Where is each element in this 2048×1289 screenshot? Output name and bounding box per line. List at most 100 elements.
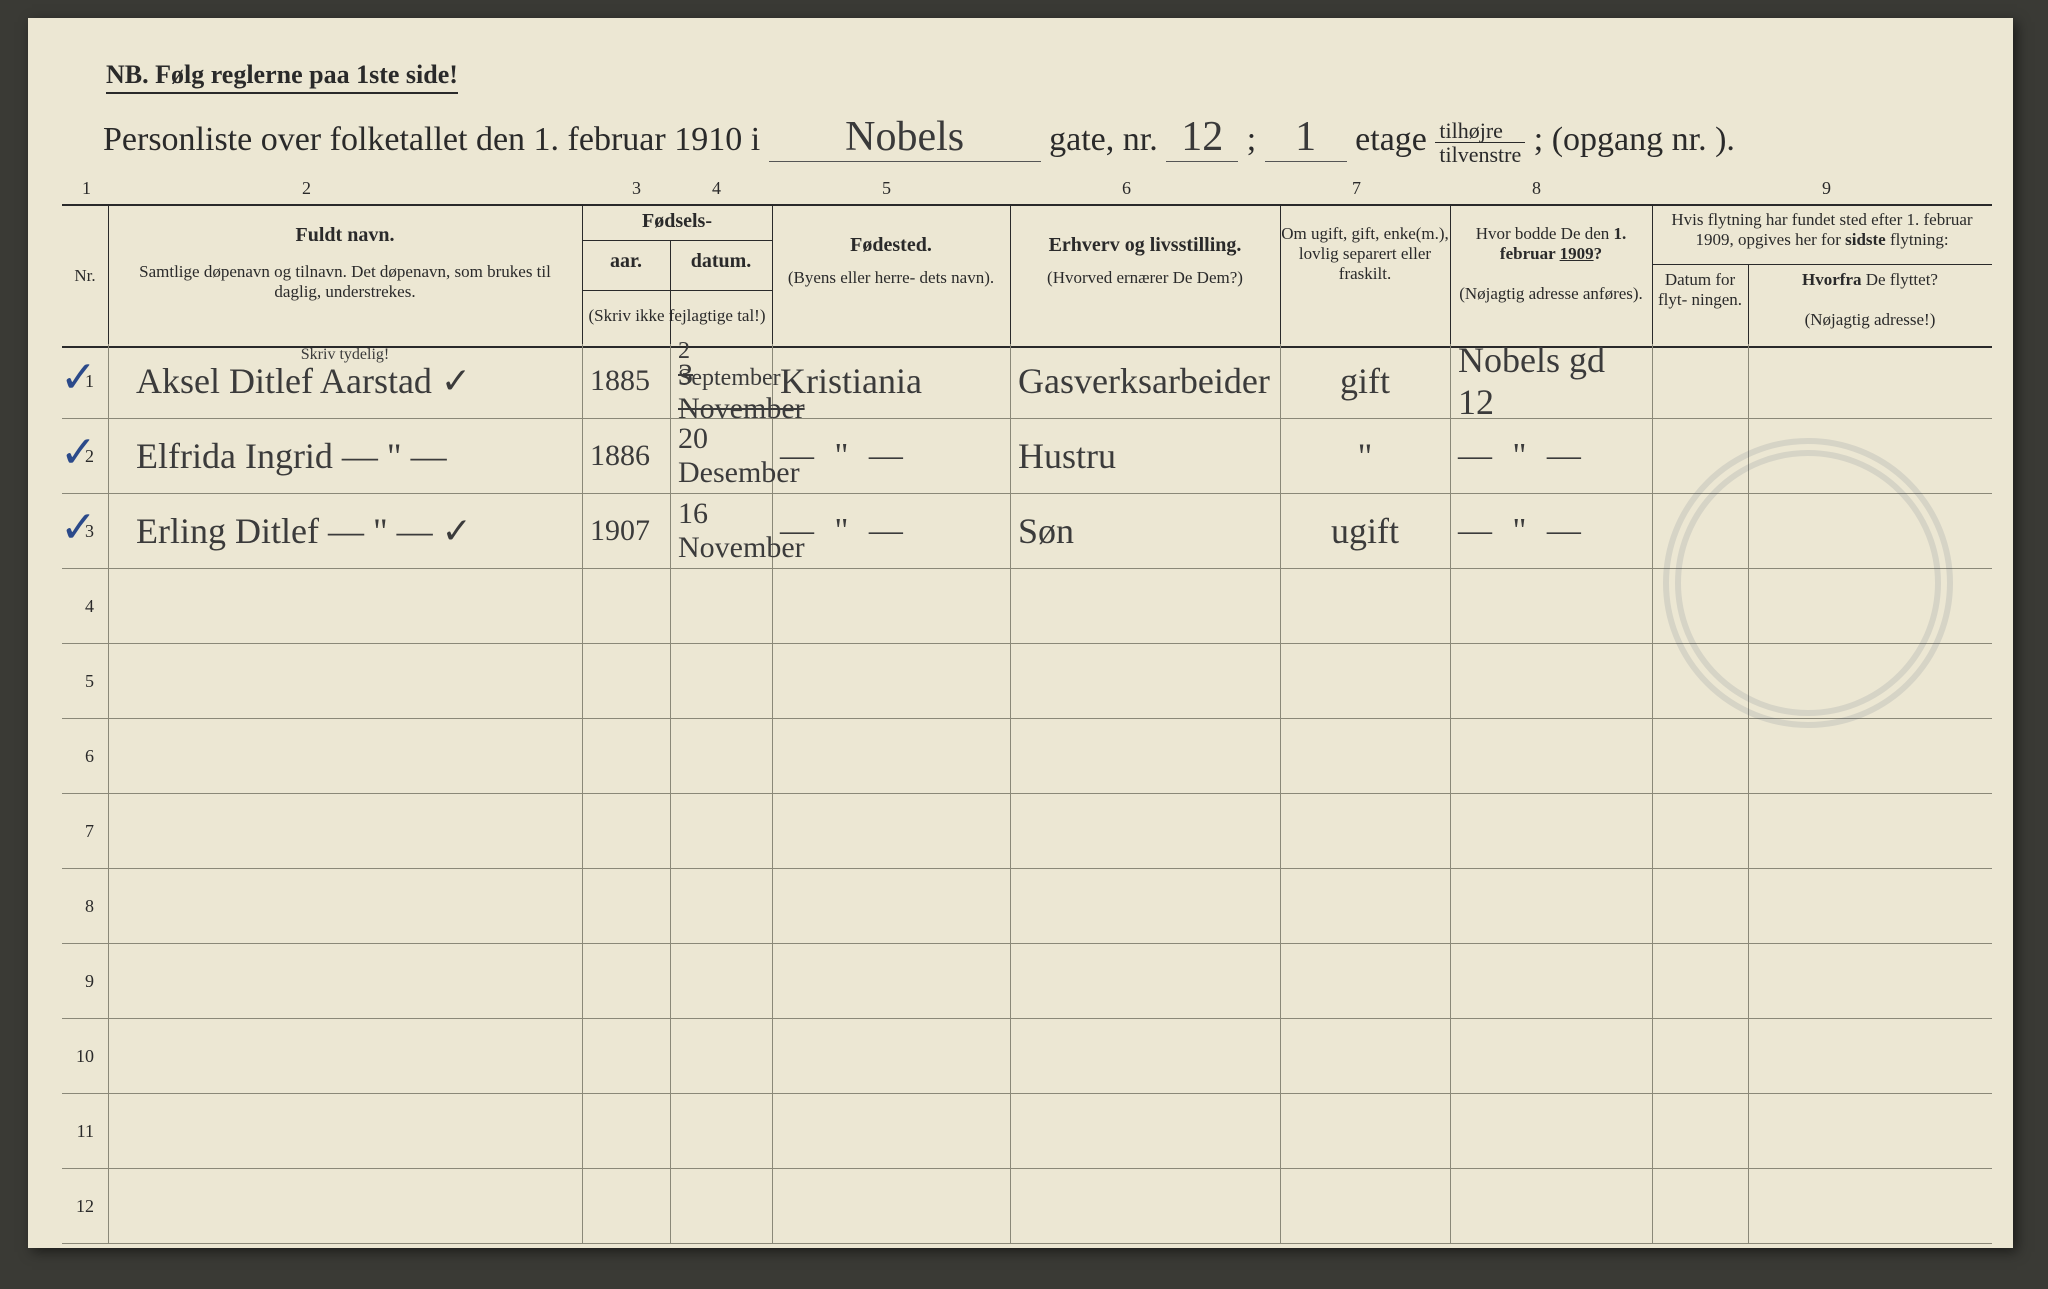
cell: — " — <box>1450 419 1652 493</box>
row-vline <box>670 1169 671 1243</box>
row-vline <box>1748 1094 1749 1168</box>
row-vline <box>1652 419 1653 493</box>
row-vline <box>1652 944 1653 1018</box>
cell: 1907 <box>582 494 670 568</box>
fraction-top: tilhøjre <box>1435 119 1525 143</box>
address-value: Nobels gd 12 <box>1458 339 1644 423</box>
row-vline <box>670 569 671 643</box>
row-vline <box>670 794 671 868</box>
row-number: 12 <box>70 1196 100 1217</box>
row-vline <box>1652 644 1653 718</box>
row-vline <box>1748 1169 1749 1243</box>
stamp-mark <box>1663 438 1953 728</box>
row-vline <box>1010 869 1011 943</box>
hdr-nr: Nr. <box>62 266 108 286</box>
fraction-bot: tilvenstre <box>1435 143 1525 166</box>
table-row: 9 <box>62 944 1992 1019</box>
row-vline <box>1280 1094 1281 1168</box>
status-value: ugift <box>1331 510 1399 552</box>
row-vline <box>108 644 109 718</box>
row-number: 8 <box>70 896 100 917</box>
header-vline <box>772 206 773 346</box>
row-vline <box>1280 869 1281 943</box>
row-vline <box>1450 719 1451 793</box>
row-vline <box>108 569 109 643</box>
nb-header: NB. Følg reglerne paa 1ste side! <box>106 60 458 94</box>
hdr-fuldt: Fuldt navn. <box>108 224 582 247</box>
row-number: 4 <box>70 596 100 617</box>
hdr-aar: aar. <box>582 250 670 273</box>
hdr-datum: datum. <box>670 250 772 273</box>
birthplace-value: Kristiania <box>780 360 922 402</box>
row-vline <box>582 1019 583 1093</box>
row-vline <box>772 1169 773 1243</box>
row-vline <box>1450 794 1451 868</box>
table-row: 12 <box>62 1169 1992 1244</box>
row-vline <box>1652 1169 1653 1243</box>
hdr-hvorfra-sub: (Nøjagtig adresse!) <box>1748 310 1992 330</box>
row-vline <box>1010 1094 1011 1168</box>
gate-label: gate, nr. <box>1049 121 1158 158</box>
census-form: NB. Følg reglerne paa 1ste side! Personl… <box>28 18 2013 1248</box>
colnum-9: 9 <box>1822 178 1831 199</box>
year-value: 1886 <box>590 439 650 473</box>
row-vline <box>1280 1169 1281 1243</box>
row-vline <box>1010 719 1011 793</box>
datum-correction: 2 September <box>678 338 781 392</box>
colnum-2: 2 <box>302 178 311 199</box>
row-vline <box>1652 1094 1653 1168</box>
colnum-1: 1 <box>82 178 91 199</box>
hdr-fuldt-sub: Samtlige døpenavn og tilnavn. Det døpena… <box>118 262 572 302</box>
cell: Søn <box>1010 494 1280 568</box>
row-vline <box>1450 1169 1451 1243</box>
row-number: 2 <box>70 446 100 467</box>
row-vline <box>1280 1019 1281 1093</box>
row-vline <box>670 719 671 793</box>
row-vline <box>108 1094 109 1168</box>
occupation-value: Søn <box>1018 510 1074 552</box>
colnum-5: 5 <box>882 178 891 199</box>
cell: Nobels gd 12 <box>1450 344 1652 418</box>
table-row: ✓1Skriv tydelig!Aksel Ditlef Aarstad ✓18… <box>62 344 1992 419</box>
row-vline <box>1748 344 1749 418</box>
row-vline <box>1010 944 1011 1018</box>
hdr-bodde-sub: (Nøjagtig adresse anføres). <box>1450 284 1652 304</box>
row-vline <box>1450 644 1451 718</box>
row-vline <box>582 719 583 793</box>
row-vline <box>1748 944 1749 1018</box>
row-vline <box>1652 494 1653 568</box>
row-vline <box>1280 569 1281 643</box>
row-vline <box>108 1169 109 1243</box>
birthplace-value: — " — <box>780 512 909 550</box>
cell: ugift <box>1280 494 1450 568</box>
house-nr-field: 12 <box>1166 113 1238 162</box>
header-vline <box>1280 206 1281 346</box>
row-vline <box>1450 944 1451 1018</box>
hdr-erhverv-sub: (Hvorved ernærer De Dem?) <box>1010 268 1280 288</box>
cell: Erling Ditlef — " — ✓ <box>108 494 582 568</box>
status-value: gift <box>1340 360 1390 402</box>
street-field: Nobels <box>769 113 1041 162</box>
header-vline <box>670 240 671 346</box>
row-number: 1 <box>70 371 100 392</box>
row-vline <box>582 944 583 1018</box>
row-number: 10 <box>70 1046 100 1067</box>
row-vline <box>108 719 109 793</box>
row-vline <box>772 794 773 868</box>
row-number: 3 <box>70 521 100 542</box>
row-vline <box>1450 569 1451 643</box>
row-vline <box>1652 719 1653 793</box>
cell: gift <box>1280 344 1450 418</box>
cell: 16 November <box>670 494 772 568</box>
row-vline <box>582 1094 583 1168</box>
row-number: 7 <box>70 821 100 842</box>
hdr-flyt-rule <box>1652 264 1992 265</box>
row-vline <box>582 869 583 943</box>
cell: — " — <box>772 494 1010 568</box>
row-vline <box>772 869 773 943</box>
row-number: 6 <box>70 746 100 767</box>
year-value: 1885 <box>590 364 650 398</box>
cell: 2 September3 November <box>670 344 772 418</box>
row-vline <box>582 569 583 643</box>
title-prefix: Personliste over folketallet den 1. febr… <box>103 121 760 158</box>
